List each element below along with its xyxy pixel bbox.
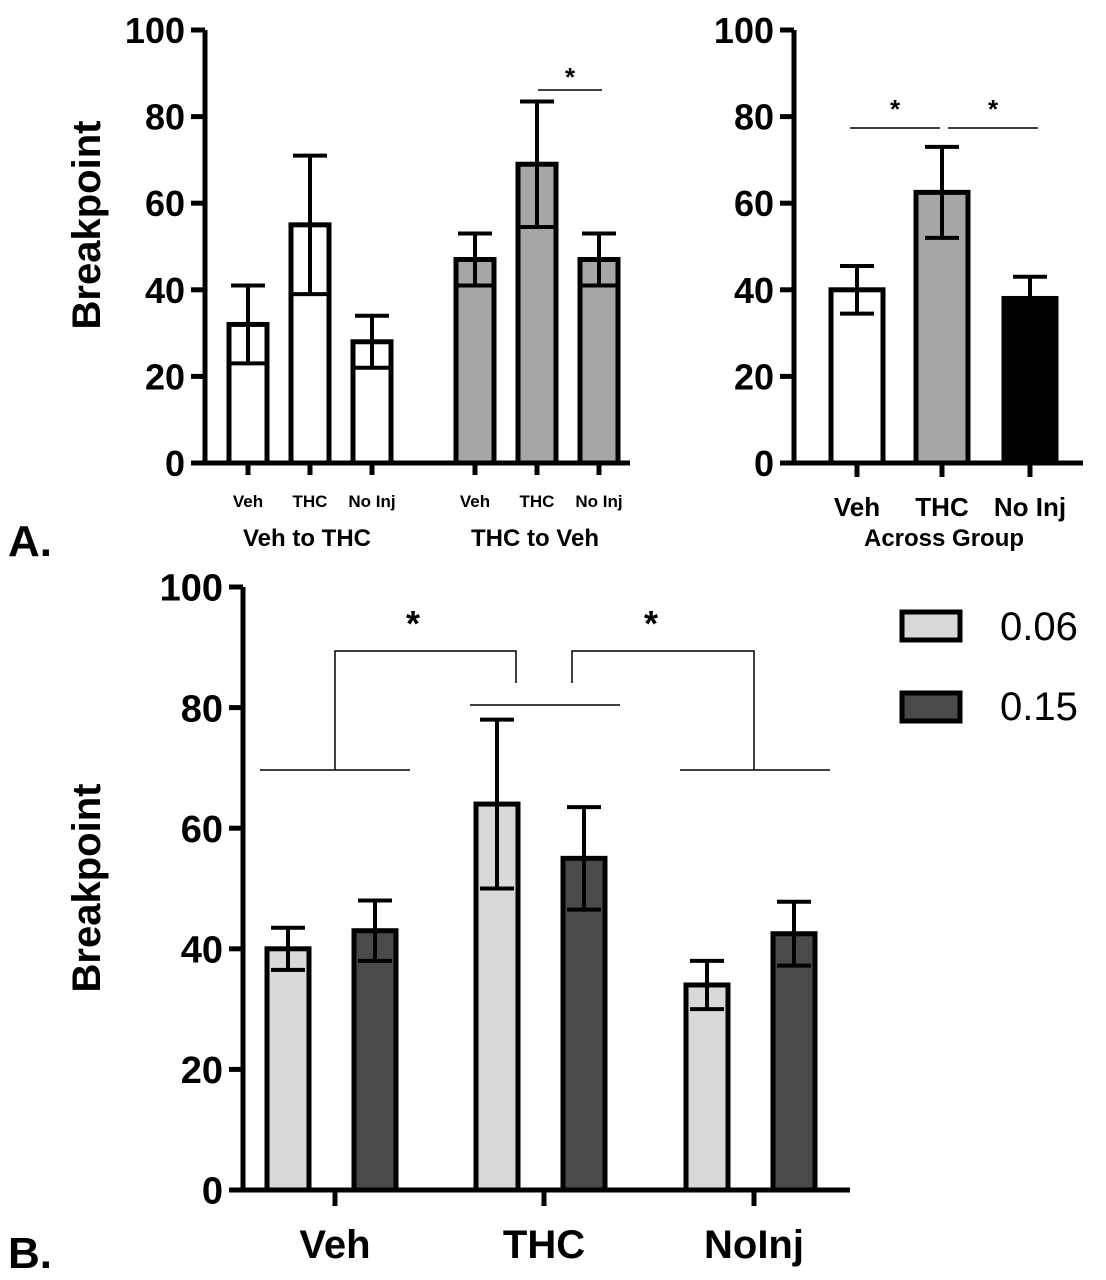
x-tick-label: THC [503,1223,585,1267]
x-axis-label: Across Group [864,525,1024,552]
group-label-thc-to-veh: THC to Veh [471,525,599,552]
y-axis-label: Breakpoint [65,784,109,993]
bar [770,931,818,1193]
significance-star: * [565,62,576,92]
legend-swatch-0.06 [899,609,963,643]
significance-star: * [644,603,658,644]
panel-label-b: B. [8,1229,52,1278]
x-tick-label: Veh [834,492,880,522]
y-tick-label: 100 [714,10,774,51]
chart-panel-a-right: Across Group 0 20 40 60 80 100 Veh THC No Inj * * [714,10,1083,552]
significance-star: * [406,603,420,644]
x-tick-label: NoInj [704,1223,804,1267]
x-tick-label: THC [915,492,969,522]
y-tick-label: 60 [734,183,774,224]
bar [828,287,886,466]
group-label-veh-to-thc: Veh to THC [243,525,371,552]
legend-swatch-0.15 [899,690,963,724]
x-tick-label: THC [520,492,555,511]
bar [683,982,731,1193]
y-tick-label: 60 [145,183,185,224]
y-tick-label: 0 [165,443,185,484]
significance-star: * [890,94,901,124]
y-tick-label: 60 [181,809,223,851]
x-tick-label: THC [293,492,328,511]
x-tick-label: Veh [460,492,490,511]
significance-bracket [571,650,755,770]
y-tick-label: 100 [125,10,185,51]
chart-panel-b: Breakpoint 0.06 0.15 0 20 40 60 80 100 Veh THC N… [65,568,1078,1267]
x-tick-label: Veh [299,1223,370,1267]
y-tick-label: 40 [145,270,185,311]
bar [351,928,399,1193]
y-tick-label: 20 [734,356,774,397]
panel-label-a: A. [8,517,52,566]
y-tick-label: 0 [754,443,774,484]
bar [577,256,621,466]
legend-label-0.06: 0.06 [1000,605,1078,649]
x-tick-label: No Inj [575,492,622,511]
y-tick-label: 20 [181,1050,223,1092]
y-tick-label: 80 [145,97,185,138]
y-tick-label: 40 [181,929,223,971]
significance-bracket [334,650,517,770]
x-tick-label: No Inj [348,492,395,511]
y-tick-label: 40 [734,270,774,311]
bar [1001,295,1059,466]
y-tick-label: 80 [181,688,223,730]
significance-star: * [988,94,999,124]
bar [264,946,312,1193]
y-tick-label: 0 [202,1171,223,1213]
x-tick-label: Veh [233,492,263,511]
y-tick-label: 100 [160,568,223,610]
chart-panel-a-left: Breakpoint Veh to THC THC to Veh 0 20 40 60… [65,10,630,552]
legend-label-0.15: 0.15 [1000,685,1078,729]
y-tick-label: 80 [734,97,774,138]
x-tick-label: No Inj [994,492,1066,522]
y-axis-label: Breakpoint [65,121,109,330]
y-tick-label: 20 [145,356,185,397]
bar [453,256,497,466]
